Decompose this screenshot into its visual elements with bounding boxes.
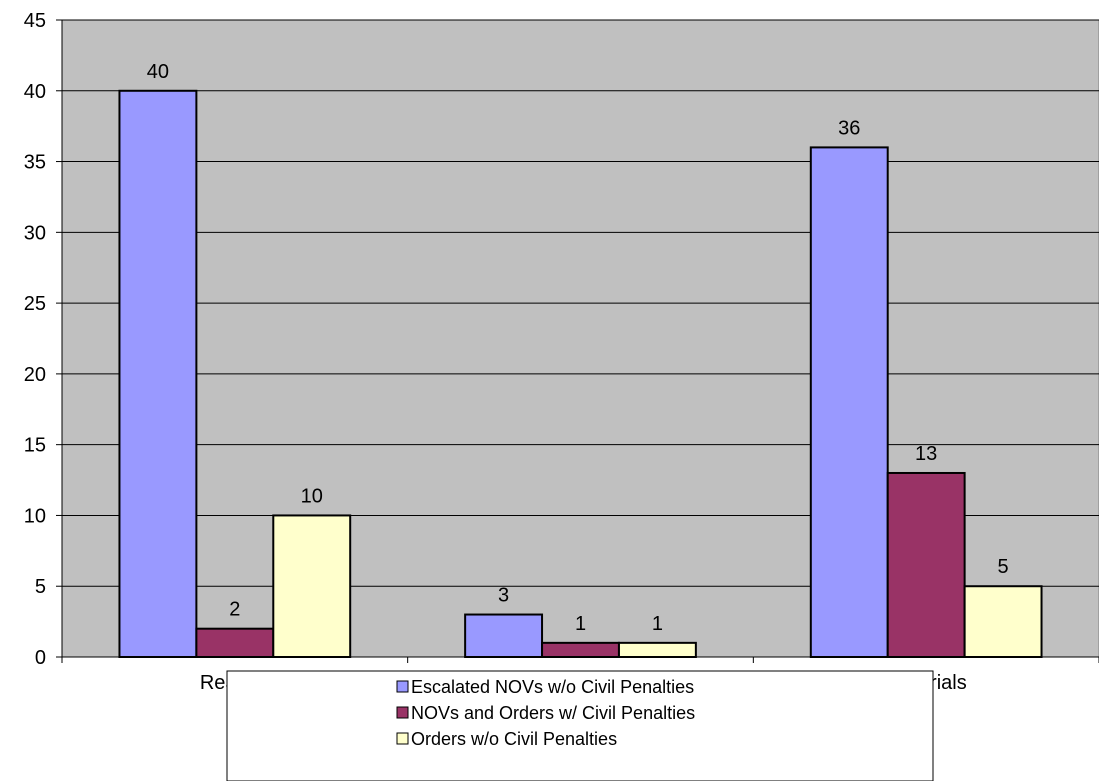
- bar: [118, 89, 198, 659]
- data-label: 1: [652, 613, 663, 635]
- data-label: 13: [915, 443, 937, 465]
- y-tick-label: 10: [24, 505, 46, 527]
- bar: [195, 627, 275, 659]
- y-tick-label: 0: [35, 647, 46, 669]
- bar: [809, 146, 889, 658]
- data-label: 40: [147, 61, 169, 83]
- legend-swatch: [396, 680, 409, 693]
- legend-label: Orders w/o Civil Penalties: [411, 729, 617, 749]
- legend-swatch: [396, 706, 409, 719]
- y-tick-label: 15: [24, 435, 46, 457]
- legend-swatch: [396, 732, 409, 745]
- y-tick-label: 40: [24, 81, 46, 103]
- data-label: 5: [998, 556, 1009, 578]
- bar: [617, 641, 697, 658]
- y-axis: 0 5 10 15 20 25 30 35 40 45: [24, 10, 63, 669]
- bar: [963, 585, 1043, 659]
- gridlines: [62, 19, 1099, 587]
- bar: [886, 471, 966, 658]
- y-tick-label: 25: [24, 293, 46, 315]
- y-tick-label: 30: [24, 222, 46, 244]
- y-tick-label: 45: [24, 10, 46, 32]
- y-tick-label: 35: [24, 152, 46, 174]
- bar: [464, 613, 544, 658]
- data-label: 36: [838, 117, 860, 139]
- data-label: 2: [229, 599, 240, 621]
- legend-label: Escalated NOVs w/o Civil Penalties: [411, 677, 694, 697]
- y-tick-label: 20: [24, 364, 46, 386]
- data-label: 10: [301, 485, 323, 507]
- bars: [118, 89, 1043, 659]
- data-labels: 40 2 10 3 1 1 36 13 5: [147, 61, 1009, 635]
- data-label: 1: [575, 613, 586, 635]
- legend-label: NOVs and Orders w/ Civil Penalties: [411, 703, 695, 723]
- y-tick-label: 5: [35, 576, 46, 598]
- legend-box: [226, 670, 934, 781]
- data-label: 3: [498, 585, 509, 607]
- bar: [272, 514, 352, 659]
- bar: [541, 641, 620, 658]
- legend: Escalated NOVs w/o Civil Penalties NOVs a…: [226, 670, 934, 781]
